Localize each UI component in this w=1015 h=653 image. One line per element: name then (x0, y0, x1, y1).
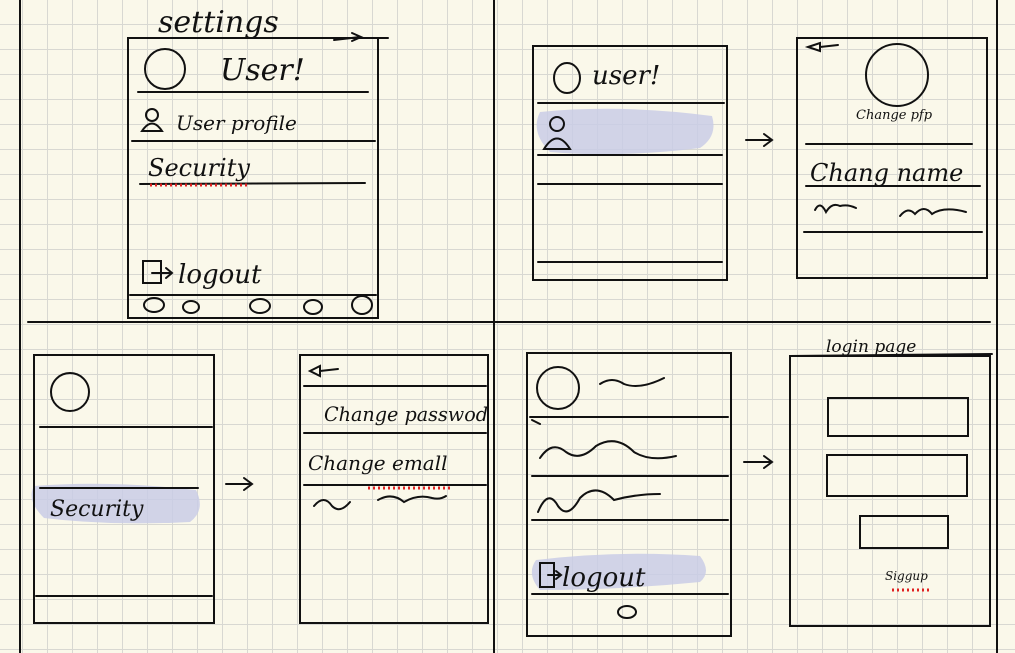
security-item[interactable]: Security (50, 497, 144, 522)
home-button-icon[interactable] (617, 605, 637, 619)
phone-frame-home (526, 352, 732, 637)
nav-circle-icon[interactable] (249, 298, 271, 314)
nav-circle-icon[interactable] (143, 297, 165, 313)
placeholder-scribble (599, 377, 665, 387)
highlight (531, 553, 706, 590)
highlight (536, 108, 714, 155)
placeholder-scribble (377, 495, 447, 504)
panel-settings: settings (127, 5, 389, 319)
placeholder-scribble (814, 203, 857, 215)
login-page-title: login page (826, 337, 916, 357)
phone-frame-profile (796, 37, 988, 279)
arrow-icon (743, 455, 774, 469)
phone-frame-login (789, 355, 991, 627)
logout-icon[interactable] (539, 562, 563, 588)
highlight (31, 483, 200, 524)
nav-circle-icon[interactable] (351, 295, 373, 315)
panel-profile-flow: user! Change pfp Chang name (532, 37, 988, 281)
menu-security[interactable]: Security (148, 154, 250, 182)
password-input[interactable] (826, 454, 968, 497)
avatar (144, 48, 186, 90)
change-email-label[interactable]: Change emall (308, 451, 448, 475)
arrow-icon (745, 133, 774, 147)
user-greeting: User! (220, 53, 305, 88)
change-name-label[interactable]: Chang name (810, 159, 963, 187)
change-password-label[interactable]: Change passwod (324, 402, 488, 426)
panel-security-flow: Security Change passwod Change emall (31, 354, 489, 624)
avatar (50, 372, 90, 412)
placeholder-scribble (539, 440, 677, 460)
person-icon[interactable] (542, 116, 572, 150)
signup-link[interactable]: Siggup (885, 569, 928, 583)
nav-circle-icon[interactable] (182, 300, 200, 314)
phone-frame-home (532, 45, 728, 281)
placeholder-scribble (537, 489, 661, 513)
profile-picture[interactable] (865, 43, 929, 107)
menu-logout[interactable]: logout (178, 260, 262, 290)
settings-title: settings (158, 5, 279, 40)
person-icon (140, 108, 164, 132)
bottom-nav[interactable] (143, 295, 373, 315)
placeholder-scribble (313, 499, 351, 511)
back-icon[interactable] (804, 41, 839, 53)
placeholder-scribble (899, 208, 967, 217)
avatar (553, 62, 581, 94)
panel-logout-flow: logout login page Siggup (526, 337, 993, 637)
change-pfp-label[interactable]: Change pfp (856, 108, 933, 123)
username-input[interactable] (827, 397, 969, 437)
phone-frame-security (299, 354, 489, 624)
back-icon[interactable] (307, 364, 339, 378)
user-greeting: user! (592, 61, 660, 91)
arrow-icon (225, 477, 254, 491)
phone-frame-home (33, 354, 215, 624)
menu-user-profile[interactable]: User profile (176, 111, 297, 135)
logout-icon (142, 260, 174, 284)
login-button[interactable] (859, 515, 949, 549)
nav-circle-icon[interactable] (303, 299, 323, 315)
divider (139, 182, 366, 185)
logout-item[interactable]: logout (562, 563, 646, 593)
avatar (536, 366, 580, 410)
